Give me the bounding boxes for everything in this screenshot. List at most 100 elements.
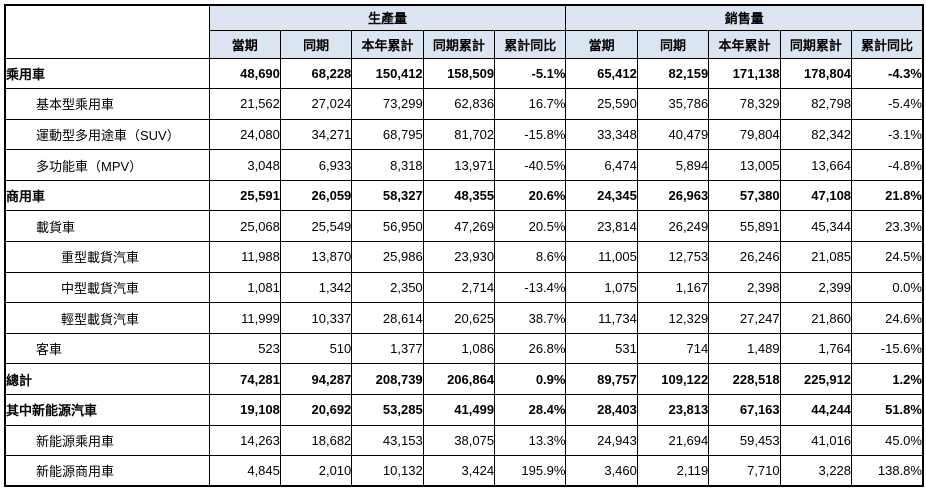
cell-value: 13,870 [279,241,353,273]
cell-value: 21,860 [779,302,853,334]
cell-value: -13.4% [494,271,567,304]
cell-value: 14,263 [208,424,281,457]
table-row: 輕型載貨汽車 11,999 10,337 28,614 20,625 38.7% 11,73… [4,302,924,334]
cell-value: 74,281 [208,363,281,396]
sub-header-sales: 當期 [565,29,638,59]
cell-value: -4.3% [851,57,924,90]
cell-value: 55,891 [708,210,781,243]
cell-value: 228,518 [708,363,781,396]
row-label: 運動型多用途車（SUV） [4,118,210,151]
cell-value: 0.0% [851,271,924,304]
cell-value: 10,337 [279,302,353,334]
cell-value: 44,244 [779,394,853,426]
cell-value: 33,348 [565,118,638,151]
cell-value: 24.6% [851,302,924,334]
cell-value: 21,562 [208,88,281,120]
cell-value: 12,329 [636,302,710,334]
cell-value: 5,894 [636,149,710,181]
cell-value: 45.0% [851,424,924,457]
cell-value: 6,933 [279,149,353,181]
cell-value: 13,005 [708,149,781,181]
sub-header-production: 同期累計 [422,29,496,59]
cell-value: 27,247 [708,302,781,334]
cell-value: 81,702 [422,118,496,151]
cell-value: 27,024 [279,88,353,120]
table-row: 中型載貨汽車 1,081 1,342 2,350 2,714 -13.4% 1,075 1,1… [4,271,924,304]
cell-value: 1,167 [636,271,710,304]
cell-value: 26,059 [279,179,353,212]
cell-value: 1,489 [708,332,781,365]
cell-value: 714 [636,332,710,365]
sub-header-production: 同期 [279,29,353,59]
row-label: 乘用車 [4,57,210,90]
sub-header-production: 本年累計 [351,29,424,59]
cell-value: 20,625 [422,302,496,334]
cell-value: 20.5% [494,210,567,243]
cell-value: 7,710 [708,455,781,487]
cell-value: 47,108 [779,179,853,212]
cell-value: 94,287 [279,363,353,396]
cell-value: 6,474 [565,149,638,181]
cell-value: 26,246 [708,241,781,273]
row-label: 中型載貨汽車 [4,271,210,304]
table-row: 新能源商用車 4,845 2,010 10,132 3,424 195.9% 3,460 2,… [4,455,924,487]
cell-value: 53,285 [351,394,424,426]
table-row: 載貨車 25,068 25,549 56,950 47,269 20.5% 23,814 26… [4,210,924,243]
group-header-sales: 銷售量 [565,4,924,31]
table-row: 其中新能源汽車 19,108 20,692 53,285 41,499 28.4% 28,4… [4,394,924,426]
cell-value: 79,804 [708,118,781,151]
cell-value: 57,380 [708,179,781,212]
cell-value: 45,344 [779,210,853,243]
cell-value: 2,350 [351,271,424,304]
cell-value: 21.8% [851,179,924,212]
cell-value: -4.8% [851,149,924,181]
cell-value: 26.8% [494,332,567,365]
cell-value: 10,132 [351,455,424,487]
cell-value: -5.4% [851,88,924,120]
cell-value: 73,299 [351,88,424,120]
row-label: 載貨車 [4,210,210,243]
sub-header-sales: 同期 [636,29,710,59]
row-label: 基本型乘用車 [4,88,210,120]
table-row: 重型載貨汽車 11,988 13,870 25,986 23,930 8.6% 11,005… [4,241,924,273]
sub-header-production: 累計同比 [494,29,567,59]
cell-value: 225,912 [779,363,853,396]
group-header-row: 生產量 銷售量 [4,4,924,59]
cell-value: 24.5% [851,241,924,273]
cell-value: 56,950 [351,210,424,243]
sub-header-production: 當期 [208,29,281,59]
row-label: 總計 [4,363,210,396]
cell-value: 25,591 [208,179,281,212]
cell-value: -15.6% [851,332,924,365]
table-row: 基本型乘用車 21,562 27,024 73,299 62,836 16.7% 25,59… [4,88,924,120]
row-label: 重型載貨汽車 [4,241,210,273]
cell-value: 4,845 [208,455,281,487]
row-label: 新能源商用車 [4,455,210,487]
cell-value: 23,813 [636,394,710,426]
cell-value: 78,329 [708,88,781,120]
cell-value: 8.6% [494,241,567,273]
table-row: 新能源乘用車 14,263 18,682 43,153 38,075 13.3% 24,94… [4,424,924,457]
vehicle-stats-table: 生產量 銷售量 當期 同期 本年累計 同期累計 累計同比 當期 同期 本年累計 同期累計 累計同比… [4,4,924,488]
cell-value: 1,075 [565,271,638,304]
cell-value: 28.4% [494,394,567,426]
cell-value: 40,479 [636,118,710,151]
group-header-production: 生產量 [208,4,567,31]
cell-value: 24,943 [565,424,638,457]
sub-header-sales: 累計同比 [851,29,924,59]
cell-value: 65,412 [565,57,638,90]
cell-value: 11,999 [208,302,281,334]
cell-value: 82,798 [779,88,853,120]
cell-value: 23.3% [851,210,924,243]
cell-value: 67,163 [708,394,781,426]
cell-value: 3,048 [208,149,281,181]
cell-value: 21,694 [636,424,710,457]
cell-value: 43,153 [351,424,424,457]
cell-value: 150,412 [351,57,424,90]
cell-value: 58,327 [351,179,424,212]
cell-value: 23,814 [565,210,638,243]
cell-value: 68,795 [351,118,424,151]
row-label: 新能源乘用車 [4,424,210,457]
cell-value: -15.8% [494,118,567,151]
